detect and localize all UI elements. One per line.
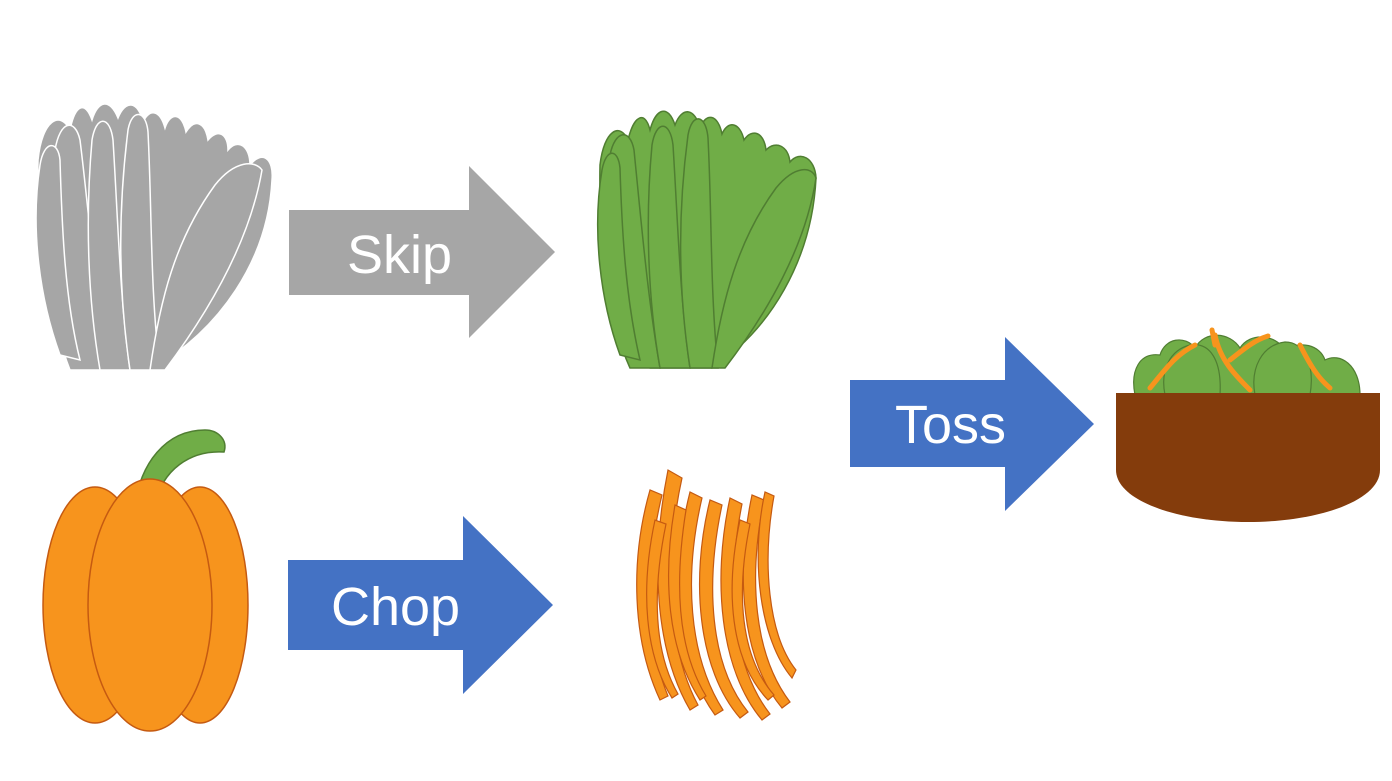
skip-label: Skip xyxy=(347,225,453,285)
toss-label: Toss xyxy=(895,395,1007,455)
chop-label: Chop xyxy=(331,577,461,637)
